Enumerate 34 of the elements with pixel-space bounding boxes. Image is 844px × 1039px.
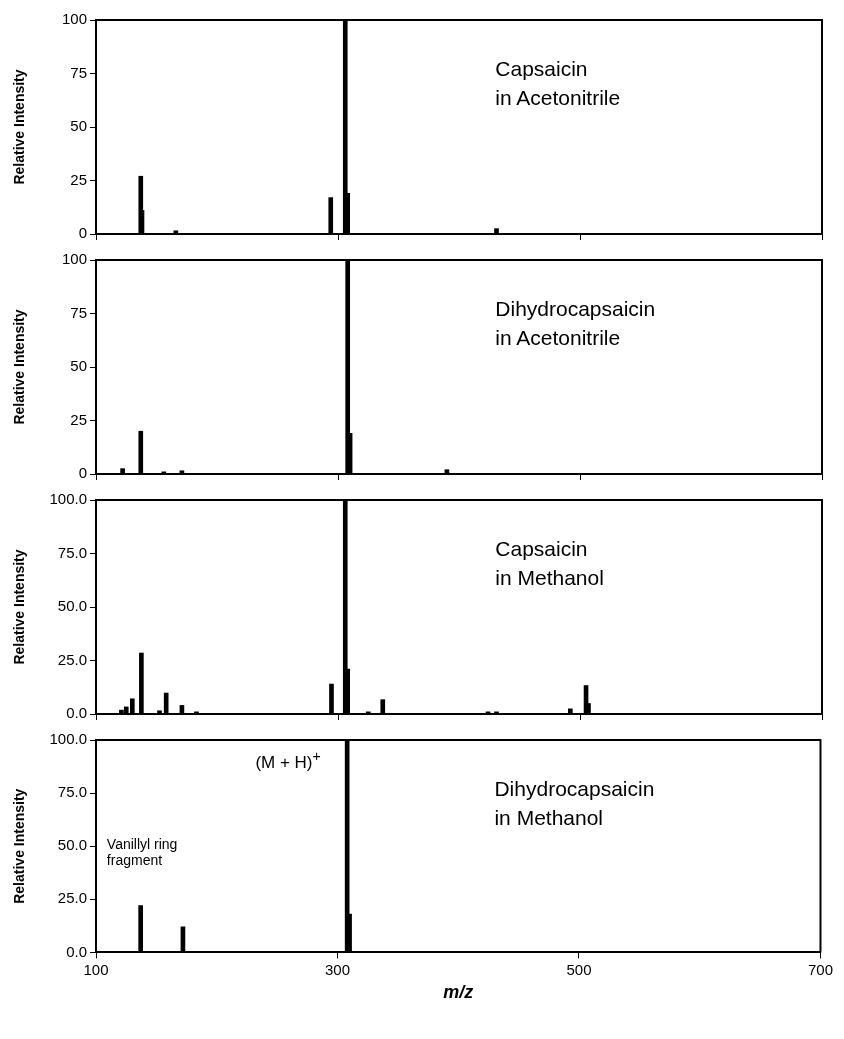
y-tick-label: 25 — [70, 170, 87, 188]
y-tick-label: 0.0 — [66, 704, 87, 722]
text: Capsaicin in Acetonitrile — [495, 56, 621, 112]
annotation: (M + H)$^{+}$ — [255, 748, 321, 774]
y-tick-label: 50 — [70, 357, 87, 375]
y-tick-label: 100 — [61, 250, 87, 268]
y-axis-title: Relative Intensity — [11, 69, 28, 185]
y-axis-title: Relative Intensity — [11, 309, 28, 425]
annotation: Vanillyl ring fragment — [106, 835, 179, 870]
y-tick-label: 25.0 — [57, 889, 87, 907]
x-tick-label: 500 — [566, 960, 592, 978]
x-tick-label: 700 — [807, 960, 833, 978]
y-tick-label: 75.0 — [57, 783, 87, 801]
y-tick-label: 50.0 — [57, 836, 87, 854]
y-tick-label: 100.0 — [49, 730, 87, 748]
text: Capsaicin in Methanol — [495, 536, 604, 592]
y-tick-label: 0.0 — [66, 942, 87, 960]
y-tick-label: 25 — [70, 410, 87, 428]
y-tick-label: 50.0 — [57, 597, 87, 615]
y-tick-label: 25.0 — [57, 650, 87, 668]
y-tick-label: 0 — [78, 464, 87, 482]
text: Dihydrocapsaicin in Methanol — [494, 775, 655, 831]
y-tick-label: 75 — [70, 303, 87, 321]
y-axis-title: Relative Intensity — [11, 549, 28, 665]
y-axis-title: Relative Intensity — [11, 788, 28, 904]
x-tick-label: 300 — [324, 960, 351, 978]
y-tick-label: 100.0 — [49, 490, 87, 508]
y-tick-label: 75 — [70, 63, 87, 81]
text: Dihydrocapsaicin in Acetonitrile — [495, 296, 656, 352]
y-tick-label: 50 — [70, 117, 87, 135]
y-tick-label: 100 — [61, 10, 87, 28]
x-axis-title: m/z — [443, 982, 474, 1003]
y-tick-label: 0 — [78, 224, 87, 242]
y-tick-label: 75.0 — [57, 543, 87, 561]
